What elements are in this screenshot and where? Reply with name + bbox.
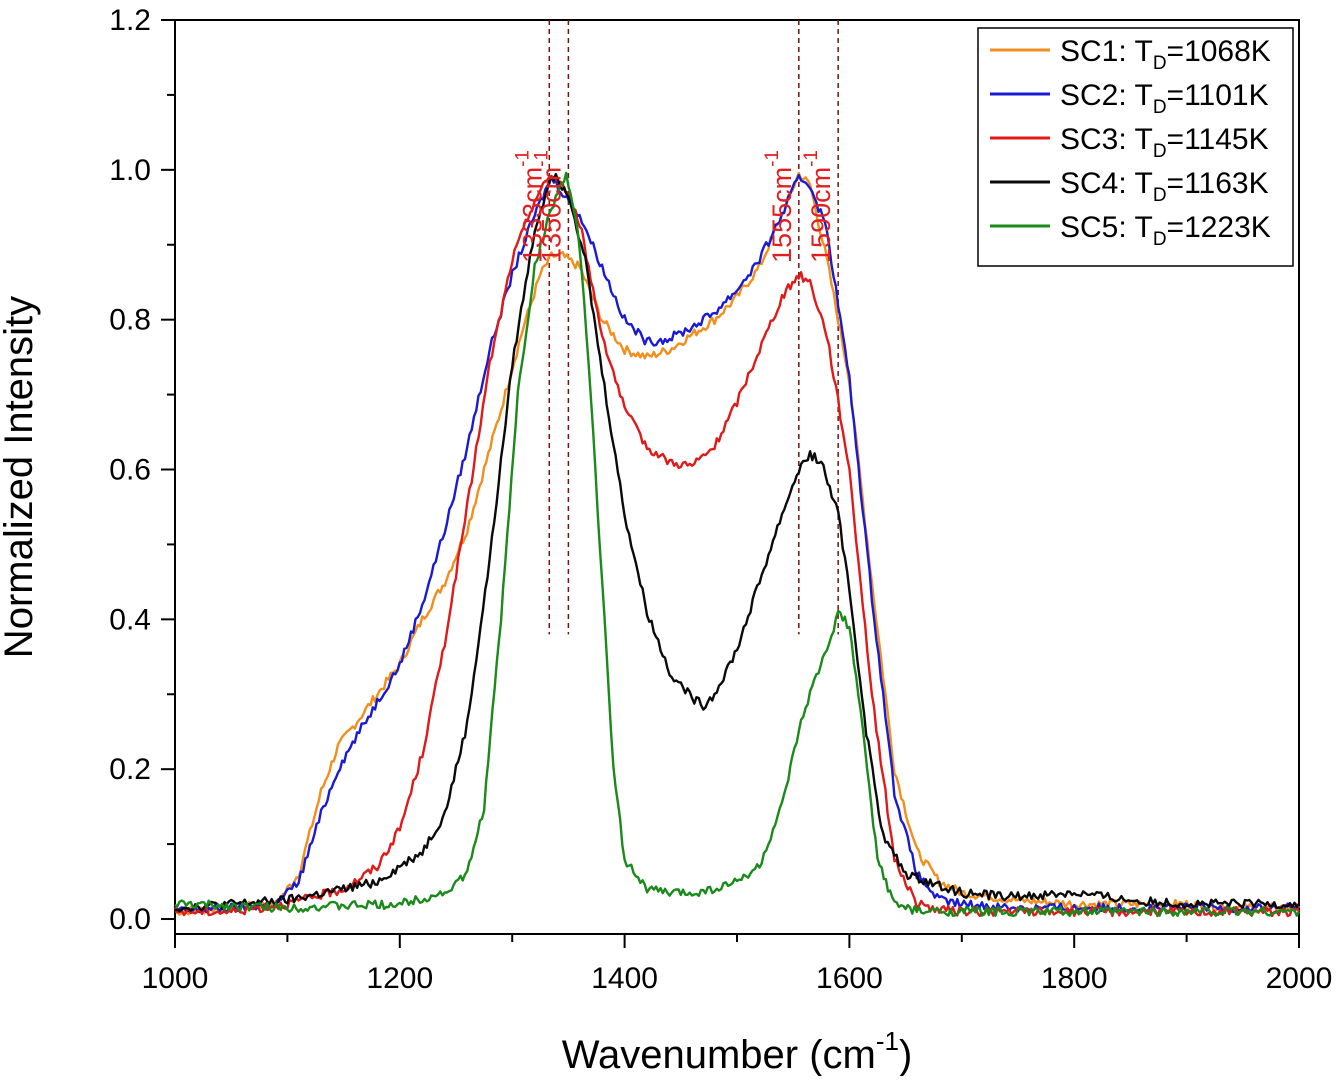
- peak-annotation-label: 1350cm: [536, 167, 566, 263]
- peak-annotation-label: 1590cm: [806, 167, 836, 263]
- legend-suffix: =1163K: [1167, 167, 1269, 200]
- series-line-2: [174, 173, 1300, 914]
- legend-suffix: =1068K: [1167, 35, 1271, 68]
- legend-suffix: =1145K: [1167, 123, 1269, 156]
- x-tick-label: 2000: [1266, 962, 1333, 995]
- x-tick-label: 1200: [366, 962, 433, 995]
- legend-name: SC1: T: [1060, 35, 1153, 68]
- peak-annotation-sup: -1: [512, 150, 533, 167]
- peak-annotation: 1333cm-1: [512, 150, 547, 263]
- legend-entry: SC2: TD=1101K: [1060, 79, 1269, 118]
- x-tick-label: 1800: [1041, 962, 1108, 995]
- y-tick-label: 1.0: [109, 154, 151, 187]
- legend-suffix: =1101K: [1167, 79, 1269, 112]
- peak-annotation: 1350cm-1: [531, 150, 566, 263]
- peak-annotation-sup: -1: [531, 150, 552, 167]
- series-line-5: [174, 171, 1301, 918]
- legend-subscript: D: [1153, 53, 1167, 74]
- y-tick-label: 0.8: [109, 304, 151, 337]
- y-tick-label: 0.4: [109, 603, 151, 636]
- peak-annotation-label: 1555cm: [767, 167, 797, 263]
- legend-subscript: D: [1153, 97, 1167, 118]
- x-axis-label: Wavenumber (cm-1): [562, 1026, 913, 1076]
- y-axis-label: Normalized Intensity: [0, 296, 41, 658]
- legend-entry: SC5: TD=1223K: [1060, 211, 1271, 250]
- legend-name: SC5: T: [1060, 211, 1153, 244]
- y-tick-label: 0.6: [109, 454, 151, 487]
- peak-guide-lines: [548, 20, 839, 635]
- peak-annotation-label: 1333cm: [517, 167, 547, 263]
- series-line-3: [173, 175, 1301, 918]
- x-axis-label-main: Wavenumber (cm: [562, 1033, 876, 1076]
- series-lines: [173, 171, 1301, 918]
- legend-name: SC2: T: [1060, 79, 1153, 112]
- legend-entry: SC3: TD=1145K: [1060, 123, 1269, 162]
- axis-ticks: 1000 1200 1400 1600 1800 2000 0.0 0.2 0.4 0.6 0.8 1…: [109, 4, 1332, 995]
- x-tick-label: 1600: [816, 962, 883, 995]
- legend-name: SC3: T: [1060, 123, 1153, 156]
- series-line-4: [174, 172, 1300, 913]
- x-tick-label: 1400: [591, 962, 658, 995]
- y-tick-label: 0.2: [109, 753, 151, 786]
- x-axis-label-close: ): [899, 1033, 912, 1076]
- peak-annotation-sup: -1: [762, 150, 783, 167]
- legend-subscript: D: [1153, 229, 1167, 250]
- legend-subscript: D: [1153, 141, 1167, 162]
- peak-annotation: 1590cm-1: [801, 150, 836, 263]
- peak-annotation-sup: -1: [801, 150, 822, 167]
- legend-suffix: =1223K: [1167, 211, 1271, 244]
- legend-subscript: D: [1153, 185, 1167, 206]
- legend-name: SC4: T: [1060, 167, 1153, 200]
- x-axis-label-sup: -1: [876, 1026, 899, 1056]
- x-tick-label: 1000: [142, 962, 209, 995]
- y-tick-label: 0.0: [109, 903, 151, 936]
- legend-entry: SC4: TD=1163K: [1060, 167, 1269, 206]
- legend-entry: SC1: TD=1068K: [1060, 35, 1271, 74]
- y-tick-label: 1.2: [109, 4, 151, 37]
- peak-annotation: 1555cm-1: [762, 150, 797, 263]
- series-line-1: [174, 171, 1301, 916]
